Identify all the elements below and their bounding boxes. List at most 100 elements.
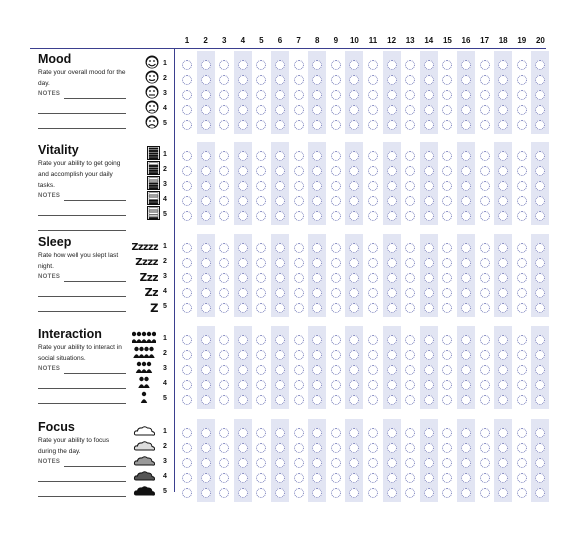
rating-bubble[interactable] [498, 457, 509, 468]
rating-bubble[interactable] [349, 364, 360, 375]
rating-bubble[interactable] [386, 195, 397, 206]
rating-bubble[interactable] [535, 59, 546, 70]
rating-bubble[interactable] [330, 287, 341, 298]
rating-bubble[interactable] [405, 165, 416, 176]
rating-bubble[interactable] [293, 165, 304, 176]
rating-bubble[interactable] [200, 379, 211, 390]
rating-bubble[interactable] [275, 287, 285, 298]
rating-bubble[interactable] [219, 349, 230, 360]
rating-bubble[interactable] [182, 487, 192, 498]
rating-bubble[interactable] [442, 150, 453, 161]
rating-bubble[interactable] [479, 104, 490, 115]
rating-bubble[interactable] [405, 195, 416, 206]
rating-bubble[interactable] [293, 119, 304, 130]
rating-bubble[interactable] [330, 257, 341, 268]
rating-bubble[interactable] [442, 104, 453, 115]
rating-bubble[interactable] [182, 165, 192, 176]
rating-bubble[interactable] [256, 119, 267, 130]
rating-bubble[interactable] [349, 272, 360, 283]
rating-bubble[interactable] [256, 89, 267, 100]
rating-bubble[interactable] [256, 457, 267, 468]
rating-bubble[interactable] [293, 457, 304, 468]
rating-bubble[interactable] [516, 257, 527, 268]
rating-bubble[interactable] [293, 364, 304, 375]
notes-write-line[interactable] [64, 281, 126, 282]
rating-bubble[interactable] [275, 427, 285, 438]
rating-bubble[interactable] [386, 180, 397, 191]
rating-bubble[interactable] [200, 287, 211, 298]
rating-bubble[interactable] [405, 364, 416, 375]
rating-bubble[interactable] [423, 89, 434, 100]
rating-bubble[interactable] [219, 442, 230, 453]
rating-bubble[interactable] [330, 457, 341, 468]
rating-bubble[interactable] [237, 302, 248, 313]
rating-bubble[interactable] [423, 210, 434, 221]
rating-bubble[interactable] [442, 242, 453, 253]
rating-bubble[interactable] [219, 302, 230, 313]
rating-bubble[interactable] [293, 89, 304, 100]
rating-bubble[interactable] [219, 195, 230, 206]
rating-bubble[interactable] [182, 272, 192, 283]
rating-bubble[interactable] [349, 210, 360, 221]
rating-bubble[interactable] [256, 349, 267, 360]
rating-bubble[interactable] [200, 427, 211, 438]
rating-bubble[interactable] [256, 472, 267, 483]
rating-bubble[interactable] [293, 195, 304, 206]
rating-bubble[interactable] [219, 427, 230, 438]
rating-bubble[interactable] [461, 302, 471, 313]
rating-bubble[interactable] [349, 287, 360, 298]
rating-bubble[interactable] [516, 119, 527, 130]
rating-bubble[interactable] [423, 287, 434, 298]
rating-bubble[interactable] [219, 119, 230, 130]
rating-bubble[interactable] [219, 210, 230, 221]
rating-bubble[interactable] [498, 302, 509, 313]
rating-bubble[interactable] [535, 74, 546, 85]
rating-bubble[interactable] [368, 302, 378, 313]
rating-bubble[interactable] [349, 472, 360, 483]
rating-bubble[interactable] [237, 165, 248, 176]
rating-bubble[interactable] [405, 487, 416, 498]
rating-bubble[interactable] [200, 119, 211, 130]
rating-bubble[interactable] [219, 287, 230, 298]
notes-write-line[interactable] [38, 215, 126, 216]
rating-bubble[interactable] [498, 104, 509, 115]
rating-bubble[interactable] [516, 272, 527, 283]
rating-bubble[interactable] [182, 427, 192, 438]
rating-bubble[interactable] [256, 59, 267, 70]
rating-bubble[interactable] [182, 74, 192, 85]
rating-bubble[interactable] [535, 180, 546, 191]
rating-bubble[interactable] [200, 334, 211, 345]
rating-bubble[interactable] [330, 195, 341, 206]
rating-bubble[interactable] [535, 379, 546, 390]
rating-bubble[interactable] [461, 242, 471, 253]
rating-bubble[interactable] [312, 334, 323, 345]
rating-bubble[interactable] [498, 334, 509, 345]
rating-bubble[interactable] [256, 210, 267, 221]
rating-bubble[interactable] [442, 119, 453, 130]
rating-bubble[interactable] [256, 287, 267, 298]
rating-bubble[interactable] [368, 287, 378, 298]
rating-bubble[interactable] [386, 457, 397, 468]
rating-bubble[interactable] [405, 457, 416, 468]
rating-bubble[interactable] [275, 150, 285, 161]
rating-bubble[interactable] [182, 104, 192, 115]
rating-bubble[interactable] [330, 59, 341, 70]
rating-bubble[interactable] [498, 427, 509, 438]
rating-bubble[interactable] [516, 150, 527, 161]
rating-bubble[interactable] [498, 257, 509, 268]
rating-bubble[interactable] [200, 257, 211, 268]
notes-write-line[interactable] [38, 230, 126, 231]
notes-write-line[interactable] [38, 388, 126, 389]
rating-bubble[interactable] [479, 442, 490, 453]
rating-bubble[interactable] [516, 349, 527, 360]
rating-bubble[interactable] [275, 472, 285, 483]
rating-bubble[interactable] [312, 165, 323, 176]
rating-bubble[interactable] [405, 89, 416, 100]
notes-write-line[interactable] [38, 296, 126, 297]
rating-bubble[interactable] [461, 180, 471, 191]
rating-bubble[interactable] [182, 302, 192, 313]
rating-bubble[interactable] [200, 394, 211, 405]
rating-bubble[interactable] [237, 287, 248, 298]
rating-bubble[interactable] [200, 89, 211, 100]
rating-bubble[interactable] [442, 427, 453, 438]
